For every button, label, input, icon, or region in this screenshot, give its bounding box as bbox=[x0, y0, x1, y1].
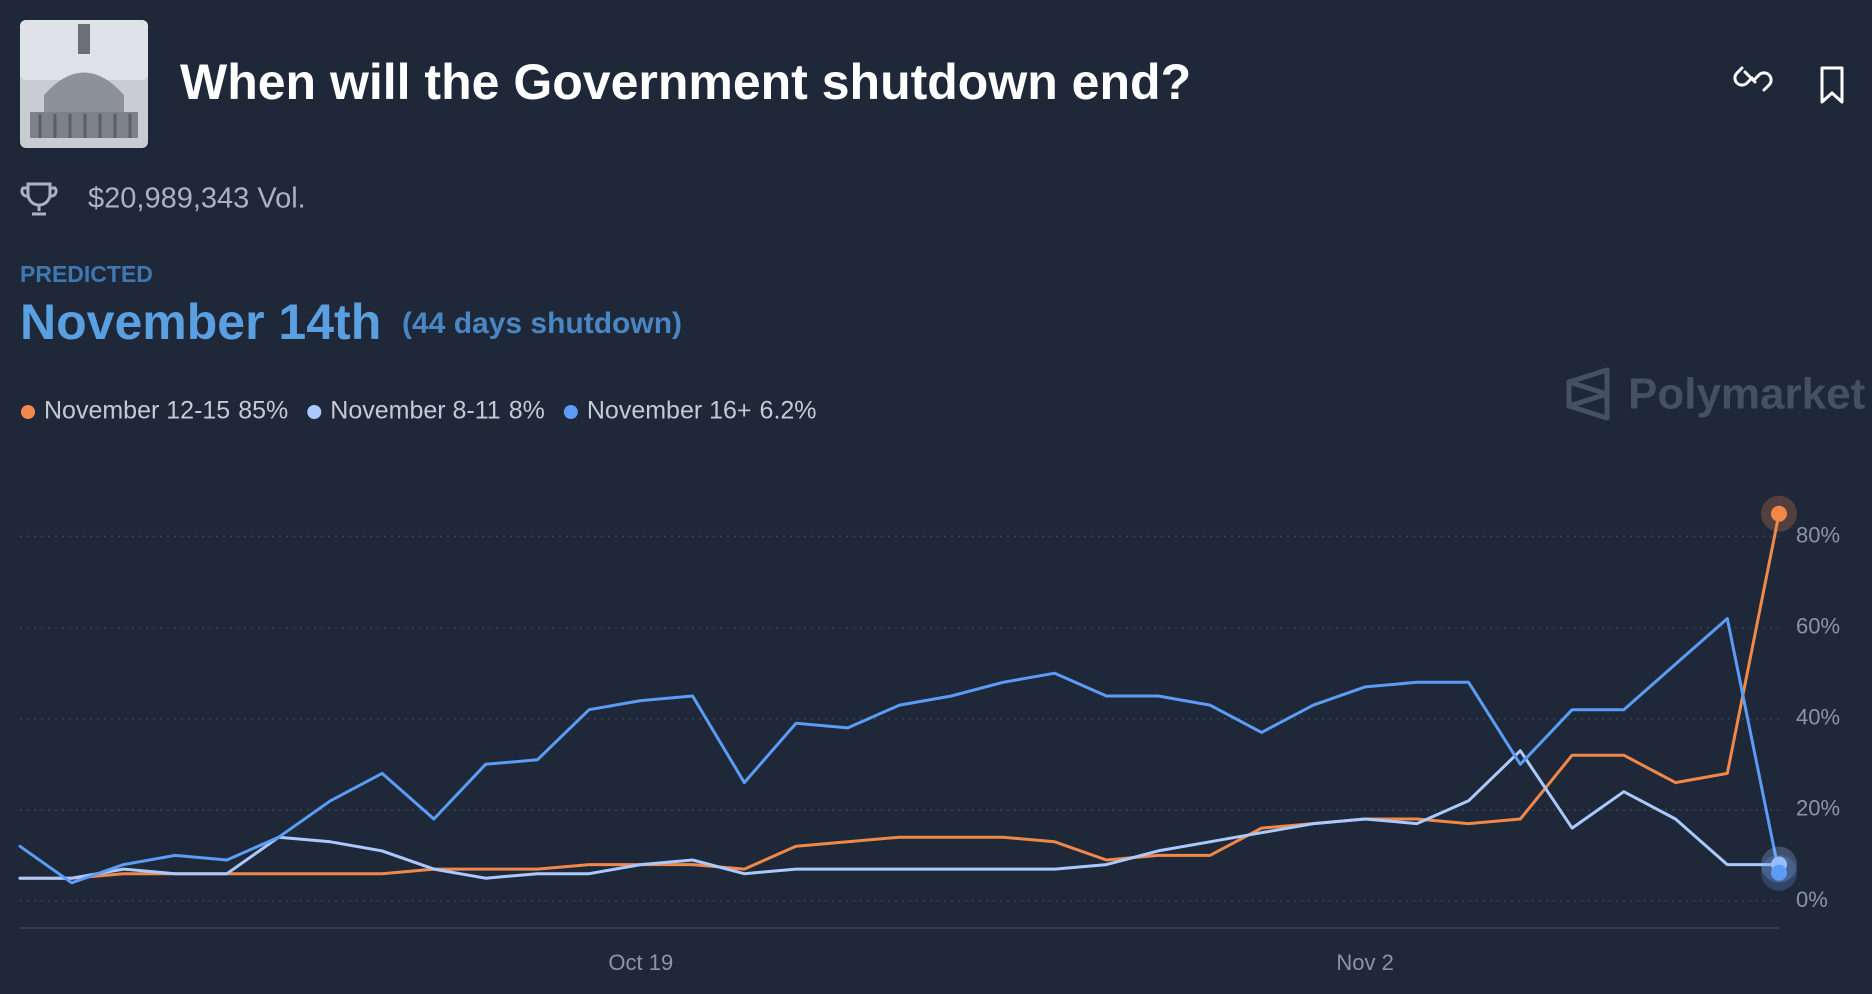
end-point bbox=[1771, 505, 1787, 522]
plot: 0% 20% 40% 60% 80% Oct 19 Nov 2 bbox=[18, 495, 1840, 975]
y-tick-label: 20% bbox=[1796, 796, 1840, 821]
x-tick-label: Oct 19 bbox=[608, 950, 673, 975]
legend-swatch bbox=[21, 405, 35, 419]
watermark: Polymarket bbox=[1628, 370, 1866, 419]
series-line bbox=[18, 749, 1781, 880]
predicted-date: November 14th bbox=[20, 294, 381, 350]
y-tick-label: 80% bbox=[1796, 522, 1840, 547]
legend: November 12-15 85% November 8-11 8% November… bbox=[21, 397, 817, 425]
trophy-icon bbox=[20, 182, 58, 216]
legend-swatch bbox=[307, 405, 322, 419]
legend-value: 8% bbox=[509, 397, 545, 425]
x-tick-label: Nov 2 bbox=[1336, 950, 1393, 975]
end-point bbox=[1771, 864, 1787, 881]
predicted-detail: (44 days shutdown) bbox=[402, 307, 682, 340]
watermark-logo bbox=[1566, 367, 1610, 421]
legend-value: 85% bbox=[238, 397, 288, 425]
legend-name: November 12-15 bbox=[44, 397, 230, 425]
volume: $20,989,343 Vol. bbox=[88, 183, 306, 215]
series-line bbox=[18, 617, 1781, 885]
copy-link-button[interactable] bbox=[1733, 66, 1773, 92]
series-line bbox=[18, 512, 1781, 880]
y-tick-label: 40% bbox=[1796, 705, 1840, 730]
legend-name: November 16+ bbox=[587, 397, 752, 425]
y-tick-label: 60% bbox=[1796, 613, 1840, 638]
bookmark-button[interactable] bbox=[1820, 66, 1844, 104]
market-image bbox=[20, 20, 148, 148]
legend-value: 6.2% bbox=[760, 397, 817, 425]
legend-name: November 8-11 bbox=[330, 397, 500, 425]
market-title: When will the Government shutdown end? bbox=[180, 54, 1191, 110]
y-tick-label: 0% bbox=[1796, 887, 1828, 912]
predicted-label: PREDICTED bbox=[20, 261, 153, 287]
legend-swatch bbox=[563, 405, 578, 419]
